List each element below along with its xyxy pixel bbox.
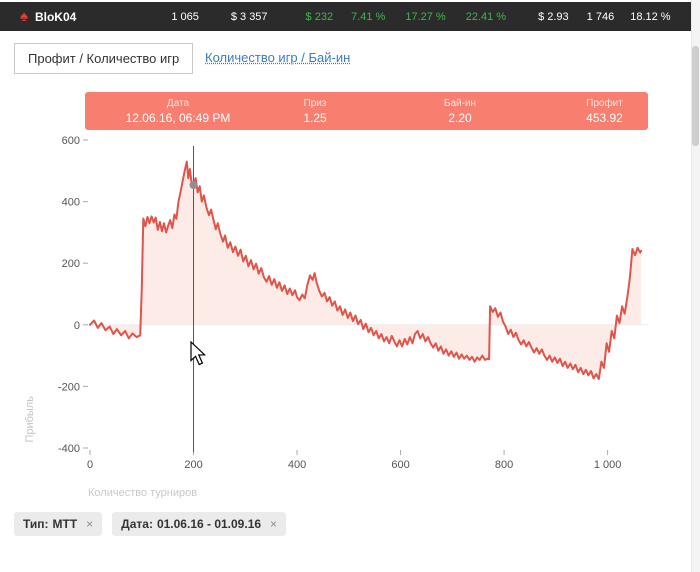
stat-profit: $ 232	[305, 10, 334, 23]
tooltip-col-profit: Профит 453.92	[561, 98, 648, 125]
stat-percent-3: 22.41 %	[465, 10, 507, 23]
filter-label: Дата:	[121, 517, 153, 531]
svg-text:0: 0	[87, 459, 93, 471]
svg-text:600: 600	[391, 459, 409, 471]
chart-tooltip: Дата 12.06.16, 06:49 PM Приз 1.25 Бай-ин…	[85, 92, 648, 130]
tooltip-value-prize: 1.25	[303, 110, 327, 125]
tooltip-label-profit: Профит	[586, 97, 623, 109]
svg-text:400: 400	[288, 459, 306, 471]
svg-text:1 000: 1 000	[594, 459, 622, 471]
tab-games-buyin[interactable]: Количество игр / Бай-ин	[205, 50, 351, 65]
svg-text:400: 400	[62, 197, 80, 209]
stat-total-prize: $ 3 357	[230, 10, 268, 23]
stat-percent-2: 17.27 %	[405, 10, 446, 23]
filter-label: Тип:	[23, 517, 49, 531]
svg-text:200: 200	[62, 258, 80, 270]
spade-icon: ♠	[20, 8, 28, 25]
svg-text:800: 800	[495, 459, 513, 471]
tooltip-col-date: Дата 12.06.16, 06:49 PM	[85, 98, 271, 125]
y-axis-label: Прибыль	[24, 396, 36, 443]
filter-chip-type: Тип: MTT ×	[14, 512, 103, 536]
tooltip-col-buyin: Бай-ин 2.20	[359, 98, 561, 125]
filter-value: 01.06.16 - 01.09.16	[156, 517, 262, 531]
tooltip-value-profit: 453.92	[586, 110, 623, 125]
stat-percent-4: 18.12 %	[630, 10, 671, 23]
tooltip-label-buyin: Бай-ин	[443, 97, 477, 109]
tooltip-value-buyin: 2.20	[448, 110, 472, 125]
svg-text:-400: -400	[58, 443, 80, 455]
player-name[interactable]: BloK04	[34, 9, 77, 24]
topbar: ♠ BloK04 1 065 $ 3 357 $ 232 7.41 % 17.2…	[0, 2, 691, 31]
scrollbar-track[interactable]	[691, 0, 700, 572]
stat-games: 1 065	[171, 10, 199, 23]
svg-text:0: 0	[74, 320, 80, 332]
active-filters: Тип: MTT × Дата: 01.06.16 - 01.09.16 ×	[14, 512, 287, 536]
tooltip-value-date: 12.06.16, 06:49 PM	[125, 110, 231, 125]
close-icon[interactable]: ×	[270, 517, 278, 531]
stat-avg-buyin: $ 2.93	[538, 10, 569, 23]
tooltip-label-prize: Приз	[303, 97, 327, 109]
scrollbar-thumb[interactable]	[692, 46, 699, 146]
svg-text:200: 200	[184, 459, 202, 471]
svg-text:-200: -200	[58, 381, 80, 393]
tooltip-label-date: Дата	[166, 97, 190, 109]
filter-chip-date: Дата: 01.06.16 - 01.09.16 ×	[112, 512, 287, 536]
mouse-cursor-icon	[190, 341, 207, 366]
stat-count-2: 1 746	[586, 10, 615, 23]
svg-text:600: 600	[62, 135, 80, 147]
stat-roi: 7.41 %	[351, 10, 386, 23]
close-icon[interactable]: ×	[86, 517, 94, 531]
profit-line-chart[interactable]: 600 400 200 0 -200 -400 0 200 400 600 800 1 000	[50, 132, 662, 484]
filter-value: MTT	[52, 517, 78, 531]
tab-profit-games[interactable]: Профит / Количество игр	[14, 43, 194, 74]
x-axis-label: Количество турниров	[88, 487, 198, 499]
tooltip-col-prize: Приз 1.25	[271, 98, 359, 125]
